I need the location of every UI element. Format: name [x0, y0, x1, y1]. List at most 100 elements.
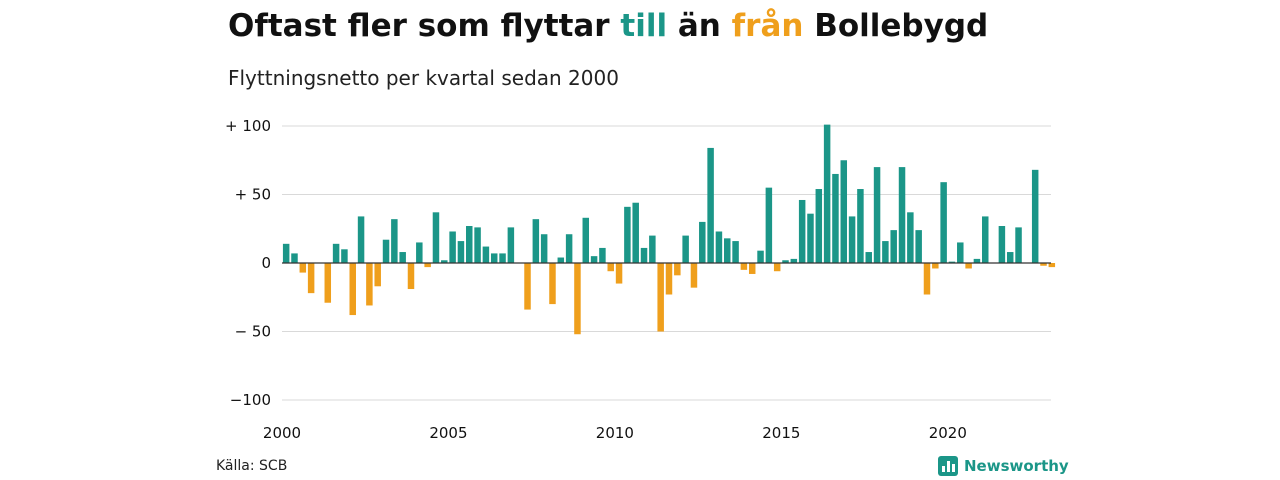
chart-subtitle: Flyttningsnetto per kvartal sedan 2000 — [228, 66, 619, 90]
bar — [391, 219, 398, 263]
brand-name: Newsworthy — [964, 457, 1069, 475]
bar — [848, 216, 856, 263]
bar — [565, 234, 573, 263]
bar — [549, 263, 556, 305]
bar — [915, 230, 922, 263]
x-tick-label: 2010 — [596, 424, 634, 442]
bar — [1048, 263, 1056, 268]
bar — [882, 241, 889, 263]
bar — [898, 167, 906, 263]
title-in-word: till — [620, 8, 668, 44]
bar — [857, 189, 864, 263]
bar — [690, 263, 698, 288]
title-part-1: Oftast fler som flyttar — [228, 8, 621, 44]
title-out-word: från — [731, 8, 804, 44]
bar — [607, 263, 614, 272]
x-tick-label: 2005 — [429, 424, 467, 442]
bar — [932, 263, 939, 269]
source-label: Källa: SCB — [216, 458, 288, 474]
bar — [324, 263, 332, 303]
y-tick-label: − 50 — [235, 323, 271, 341]
bar — [482, 246, 490, 263]
bar — [532, 219, 540, 263]
bar — [773, 263, 781, 272]
bar — [466, 226, 473, 263]
bar — [957, 242, 964, 263]
bar — [973, 258, 981, 263]
brand: Newsworthy — [938, 456, 1069, 476]
bar — [357, 216, 365, 263]
bar — [382, 239, 390, 263]
bar — [424, 263, 431, 268]
x-tick-label: 2000 — [263, 424, 301, 442]
bar — [291, 253, 298, 263]
bar — [732, 241, 739, 263]
bar — [1006, 252, 1014, 263]
bar — [441, 260, 448, 263]
bar — [923, 263, 931, 295]
bar — [965, 263, 972, 269]
bar-chart-logo-icon — [938, 456, 958, 476]
bar — [890, 230, 897, 263]
bar — [665, 263, 673, 295]
title-part-2: än — [667, 8, 732, 44]
bar — [582, 217, 590, 263]
bar — [940, 182, 947, 263]
bar — [740, 263, 748, 270]
bar — [632, 202, 639, 263]
bar — [574, 263, 581, 335]
bar — [657, 263, 664, 332]
y-tick-label: + 100 — [225, 117, 271, 135]
bar — [282, 243, 290, 263]
bar — [873, 167, 881, 263]
bar — [674, 263, 681, 276]
title-part-3: Bollebygd — [803, 8, 989, 44]
bar — [349, 263, 356, 316]
bar — [907, 212, 914, 263]
bar — [707, 147, 714, 263]
bar — [782, 260, 789, 263]
bar — [998, 226, 1006, 263]
bar — [490, 253, 498, 263]
bar — [715, 231, 723, 263]
y-tick-label: −100 — [230, 391, 271, 409]
bar — [432, 212, 440, 263]
x-tick-label: 2015 — [762, 424, 800, 442]
bar — [724, 238, 731, 263]
y-tick-label: + 50 — [235, 186, 271, 204]
bar — [507, 227, 515, 263]
bar — [807, 213, 814, 263]
bar — [524, 263, 531, 310]
bar — [815, 189, 823, 263]
bar — [757, 250, 764, 263]
bar — [499, 253, 506, 263]
y-tick-label: 0 — [261, 254, 271, 272]
bar — [748, 263, 756, 274]
bar — [599, 247, 606, 263]
bar — [790, 258, 798, 263]
bar — [1040, 263, 1047, 266]
bar — [457, 241, 465, 263]
chart-title: Oftast fler som flyttar till än från Bol… — [228, 8, 988, 44]
bar — [823, 124, 831, 263]
bar — [624, 206, 631, 263]
bar — [682, 235, 689, 263]
bar — [699, 221, 706, 263]
bar — [449, 231, 456, 263]
bar — [840, 160, 848, 263]
bar — [982, 216, 989, 263]
bar — [416, 242, 423, 263]
bar — [407, 263, 415, 290]
bar — [649, 235, 656, 263]
bar — [307, 263, 315, 294]
bar — [374, 263, 381, 287]
bar — [332, 243, 340, 263]
bar — [540, 234, 548, 263]
bar — [590, 256, 598, 263]
bar — [615, 263, 623, 284]
bar — [1031, 169, 1039, 263]
bar — [948, 261, 956, 263]
bar — [832, 173, 839, 263]
bar — [557, 257, 565, 263]
